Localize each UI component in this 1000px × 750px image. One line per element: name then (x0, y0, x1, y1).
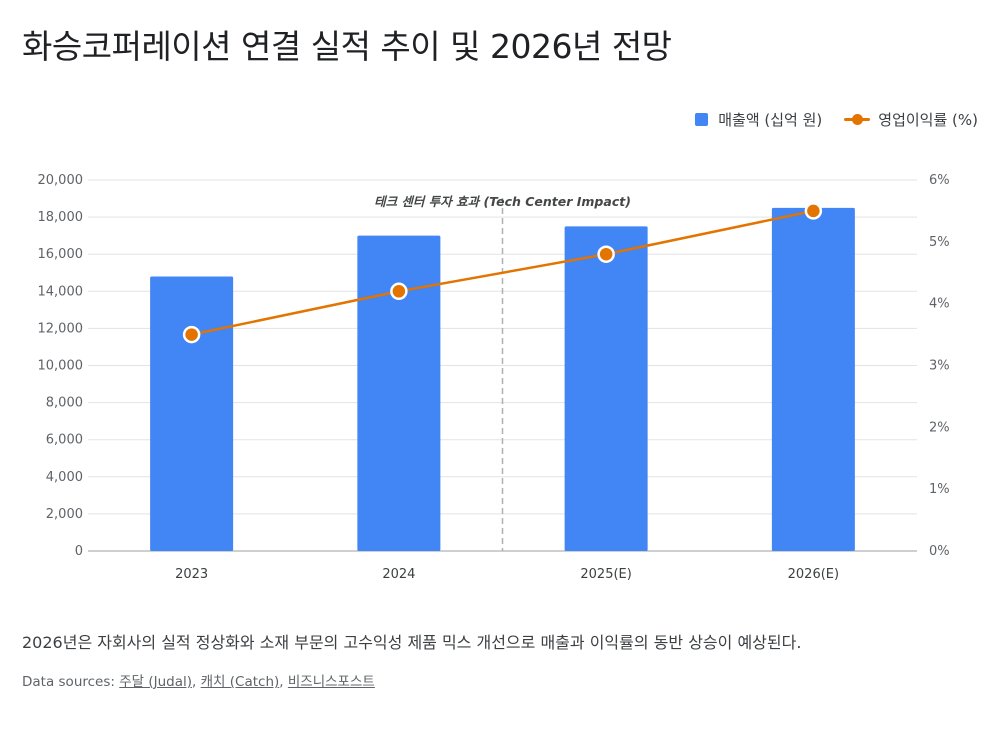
y2-tick-label: 5% (929, 235, 950, 250)
y-tick-label: 18,000 (38, 210, 84, 225)
margin-point-2026(E) (804, 202, 823, 220)
legend-label-revenue: 매출액 (십억 원) (718, 111, 823, 129)
chart-title: 화승코퍼레이션 연결 실적 추이 및 2026년 전망 (22, 27, 672, 66)
source-link-businesspost[interactable]: 비즈니스포스트 (287, 674, 375, 690)
legend-label-margin: 영업이익률 (%) (878, 111, 978, 129)
y-tick-label: 6,000 (46, 433, 83, 448)
chart-summary: 2026년은 자회사의 실적 정상화와 소재 부문의 고수익성 제품 믹스 개선… (22, 633, 802, 652)
y-tick-label: 2,000 (46, 507, 83, 522)
margin-point-2023 (182, 325, 201, 344)
y-tick-label: 10,000 (38, 359, 84, 374)
bar-2023 (150, 276, 234, 551)
y2-tick-label: 2% (929, 420, 950, 435)
chart-legend: 매출액 (십억 원) 영업이익률 (%) (673, 109, 978, 130)
annotation-text: 테크 센터 투자 효과 (Tech Center Impact) (374, 194, 631, 209)
x-tick-label: 2023 (175, 567, 208, 582)
legend-item-revenue: 매출액 (십억 원) (695, 109, 822, 130)
y-tick-label: 12,000 (38, 321, 84, 336)
x-tick-label: 2026(E) (788, 567, 839, 582)
legend-swatch-bar (695, 113, 709, 126)
source-link-judal[interactable]: 주달 (Judal) (119, 674, 193, 690)
y-tick-label: 4,000 (46, 470, 83, 485)
margin-line (191, 209, 814, 336)
legend-swatch-line (844, 113, 871, 126)
y2-tick-label: 6% (929, 173, 950, 188)
margin-point-2025(E) (597, 245, 615, 263)
y-tick-label: 14,000 (38, 284, 84, 299)
x-tick-label: 2024 (382, 567, 415, 582)
bar-2024 (357, 235, 441, 551)
y2-tick-label: 1% (929, 482, 950, 497)
sources-label: Data sources: (22, 674, 115, 690)
y2-tick-label: 4% (929, 297, 950, 312)
margin-point-2024 (390, 282, 408, 301)
y2-tick-label: 3% (929, 359, 950, 374)
x-tick-label: 2025(E) (580, 567, 631, 582)
bar-2026(E) (771, 207, 855, 551)
y2-tick-label: 0% (929, 544, 950, 559)
combo-chart: 0 2,000 4,000 6,000 8,000 10,000 12,000 14,000 1… (38, 173, 950, 582)
source-link-catch[interactable]: 캐치 (Catch) (200, 674, 280, 690)
y-tick-label: 0 (75, 544, 83, 559)
y-tick-label: 8,000 (46, 396, 83, 411)
legend-item-margin: 영업이익률 (%) (844, 109, 978, 130)
y-tick-label: 16,000 (38, 247, 84, 262)
bar-2025(E) (564, 226, 648, 551)
data-sources: Data sources: 주달 (Judal), 캐치 (Catch), 비즈… (22, 674, 375, 690)
y-tick-label: 20,000 (38, 173, 84, 188)
